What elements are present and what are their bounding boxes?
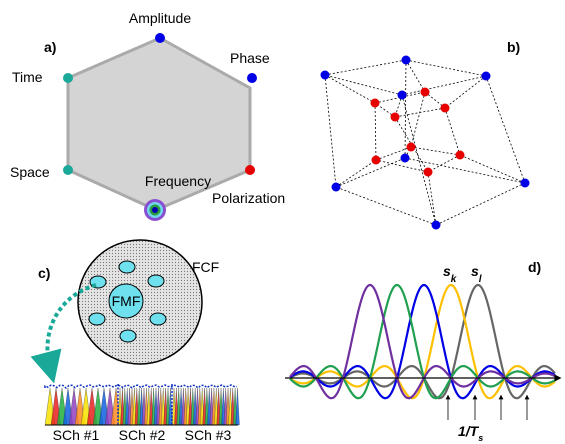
fiber-label: FCF xyxy=(192,259,219,275)
vertex-dot xyxy=(424,168,433,177)
edge xyxy=(406,60,486,76)
base: s xyxy=(443,263,451,279)
vertex-dot xyxy=(332,183,341,192)
vertex-dot xyxy=(372,156,381,165)
vertex-label: Polarization xyxy=(212,190,285,206)
vertex-label: Amplitude xyxy=(129,10,191,26)
vertex-dot xyxy=(391,113,400,122)
spectrum xyxy=(45,384,239,425)
edge xyxy=(402,76,486,95)
edge xyxy=(325,60,406,75)
edge xyxy=(411,92,425,147)
edge xyxy=(336,158,405,187)
sinc-pulse xyxy=(290,285,555,398)
base: 1/T xyxy=(458,423,480,439)
panel-label: d) xyxy=(528,259,541,275)
vertex-dot xyxy=(521,179,530,188)
vertex-label: Space xyxy=(10,164,50,180)
vertex-dot xyxy=(321,71,330,80)
panel-c: FMF FCF c) SCh #1 SCh #2 SCh #3 xyxy=(38,240,239,443)
vertex-label: Time xyxy=(12,69,43,85)
vertex-dot xyxy=(371,99,380,108)
vertex-dot xyxy=(155,33,165,43)
edge xyxy=(325,75,375,103)
envelope xyxy=(45,385,237,388)
vertex-dot xyxy=(441,104,450,113)
outer-core xyxy=(148,275,164,287)
signal-label: sk xyxy=(443,263,457,285)
subchannel-label: SCh #1 xyxy=(53,427,100,443)
vertex-dot xyxy=(402,56,411,65)
edge xyxy=(406,60,425,92)
edge xyxy=(436,183,525,225)
edge xyxy=(460,155,525,183)
subchannel-label: SCh #2 xyxy=(119,427,166,443)
vertex-dot xyxy=(63,73,73,83)
outer-core xyxy=(150,313,166,325)
edge xyxy=(325,75,336,187)
vertex-label: Frequency xyxy=(145,173,211,189)
panel-label: c) xyxy=(38,265,50,281)
panel-a: Amplitude Phase Polarization Frequency S… xyxy=(10,10,285,221)
edge xyxy=(375,103,376,160)
period-label: 1/Ts xyxy=(458,423,483,443)
edge xyxy=(336,160,376,187)
sub: s xyxy=(478,433,483,443)
edge xyxy=(411,147,460,155)
subchannel-label: SCh #3 xyxy=(185,427,232,443)
vertex-dot xyxy=(63,165,73,175)
sub: k xyxy=(451,274,457,285)
vertex-dot xyxy=(421,88,430,97)
vertex-dot xyxy=(401,154,410,163)
edge xyxy=(428,172,436,225)
edge xyxy=(325,75,402,95)
base: s xyxy=(471,263,479,279)
vertex-dot xyxy=(407,143,416,152)
panel-label: b) xyxy=(507,39,520,55)
signal-label: sl xyxy=(471,263,482,285)
vertex-label: Phase xyxy=(230,50,270,66)
vertex-dot xyxy=(432,221,441,230)
edge xyxy=(486,76,525,183)
vertex-dot xyxy=(245,165,255,175)
vertex-dot xyxy=(247,73,257,83)
frequency-icon xyxy=(144,199,166,221)
core-label: FMF xyxy=(112,293,141,309)
edge xyxy=(405,60,406,158)
edge xyxy=(336,187,436,225)
vertex-dot xyxy=(456,151,465,160)
panel-b: b) xyxy=(321,39,530,230)
figure: Amplitude Phase Polarization Frequency S… xyxy=(0,0,565,444)
outer-core xyxy=(119,261,135,273)
outer-core xyxy=(120,330,136,342)
edge xyxy=(395,108,445,117)
edge xyxy=(445,108,460,155)
panel-d: d) sk sl 1/Ts xyxy=(285,259,558,443)
sub: l xyxy=(479,274,482,285)
vertex-dot xyxy=(398,91,407,100)
panel-label: a) xyxy=(44,39,56,55)
vertex-dot xyxy=(482,72,491,81)
outer-core xyxy=(89,313,105,325)
